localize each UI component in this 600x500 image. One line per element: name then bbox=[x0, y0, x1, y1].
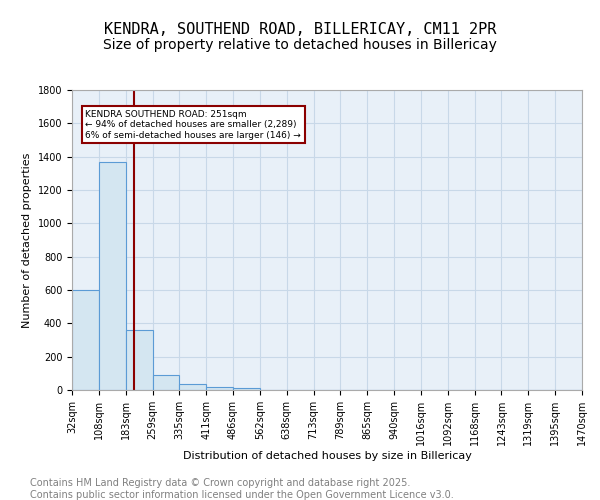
Text: Size of property relative to detached houses in Billericay: Size of property relative to detached ho… bbox=[103, 38, 497, 52]
Text: KENDRA SOUTHEND ROAD: 251sqm
← 94% of detached houses are smaller (2,289)
6% of : KENDRA SOUTHEND ROAD: 251sqm ← 94% of de… bbox=[85, 110, 301, 140]
Bar bbox=[206, 386, 233, 390]
X-axis label: Distribution of detached houses by size in Billericay: Distribution of detached houses by size … bbox=[182, 450, 472, 460]
Text: Contains public sector information licensed under the Open Government Licence v3: Contains public sector information licen… bbox=[30, 490, 454, 500]
Bar bbox=[179, 384, 206, 390]
Bar bbox=[72, 290, 99, 390]
Text: KENDRA, SOUTHEND ROAD, BILLERICAY, CM11 2PR: KENDRA, SOUTHEND ROAD, BILLERICAY, CM11 … bbox=[104, 22, 496, 38]
Bar bbox=[233, 388, 260, 390]
Text: Contains HM Land Registry data © Crown copyright and database right 2025.: Contains HM Land Registry data © Crown c… bbox=[30, 478, 410, 488]
Bar bbox=[125, 330, 152, 390]
Bar bbox=[99, 162, 125, 390]
Y-axis label: Number of detached properties: Number of detached properties bbox=[22, 152, 32, 328]
Bar bbox=[152, 375, 179, 390]
